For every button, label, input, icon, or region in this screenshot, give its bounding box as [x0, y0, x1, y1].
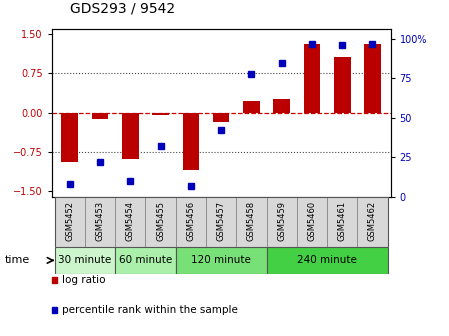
Bar — [267, 247, 387, 274]
Bar — [236, 197, 267, 247]
Text: GDS293 / 9542: GDS293 / 9542 — [70, 1, 175, 15]
Bar — [55, 247, 115, 274]
Text: GSM5452: GSM5452 — [65, 201, 74, 241]
Bar — [183, 113, 199, 170]
Bar — [213, 113, 229, 122]
Bar — [327, 197, 357, 247]
Bar — [267, 197, 297, 247]
Text: GSM5460: GSM5460 — [308, 201, 317, 241]
Text: GSM5454: GSM5454 — [126, 201, 135, 241]
Bar — [304, 44, 320, 113]
Text: GSM5453: GSM5453 — [96, 201, 105, 241]
Bar — [297, 197, 327, 247]
Text: GSM5462: GSM5462 — [368, 201, 377, 241]
Bar — [85, 197, 115, 247]
Text: 120 minute: 120 minute — [191, 255, 251, 265]
Text: GSM5455: GSM5455 — [156, 201, 165, 241]
Text: 30 minute: 30 minute — [58, 255, 111, 265]
Text: GSM5456: GSM5456 — [186, 201, 195, 241]
Text: GSM5461: GSM5461 — [338, 201, 347, 241]
Bar — [92, 113, 108, 119]
Bar — [364, 44, 381, 113]
Bar — [206, 197, 236, 247]
Bar — [334, 57, 351, 113]
Bar — [357, 197, 387, 247]
Text: log ratio: log ratio — [62, 275, 105, 285]
Text: GSM5459: GSM5459 — [277, 201, 286, 241]
Bar — [115, 247, 176, 274]
Bar — [152, 113, 169, 115]
Bar — [62, 113, 78, 162]
Bar — [55, 197, 85, 247]
Bar — [176, 197, 206, 247]
Text: 240 minute: 240 minute — [297, 255, 357, 265]
Bar — [122, 113, 139, 159]
Bar — [273, 99, 290, 113]
Bar — [243, 101, 260, 113]
Bar — [145, 197, 176, 247]
Text: GSM5457: GSM5457 — [216, 201, 226, 241]
Text: time: time — [4, 255, 30, 265]
Text: 60 minute: 60 minute — [119, 255, 172, 265]
Bar — [176, 247, 267, 274]
Bar — [115, 197, 145, 247]
Text: percentile rank within the sample: percentile rank within the sample — [62, 305, 238, 315]
Text: GSM5458: GSM5458 — [247, 201, 256, 241]
